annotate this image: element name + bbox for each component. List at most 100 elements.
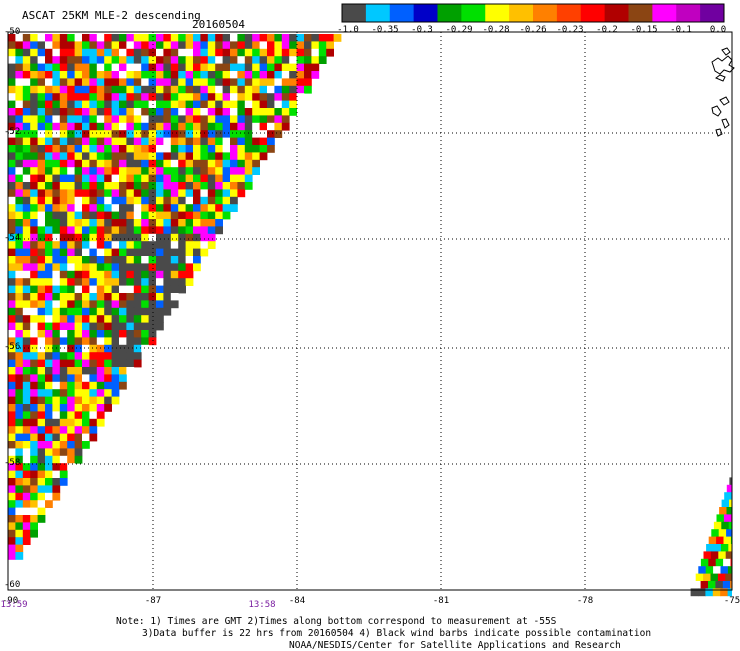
swath-cell xyxy=(230,197,238,205)
swath-cell xyxy=(186,41,194,49)
swath-cell xyxy=(171,286,179,294)
swath-cell xyxy=(23,241,31,249)
swath-cell xyxy=(82,434,90,442)
swath-cell xyxy=(126,56,134,64)
swath-cell xyxy=(282,108,290,116)
swath-cell xyxy=(141,330,149,338)
swath-cell xyxy=(45,389,53,397)
swath-cell xyxy=(311,71,319,79)
swath-cell xyxy=(134,315,142,323)
swath-cell xyxy=(82,64,90,72)
swath-cell xyxy=(223,86,231,94)
swath-cell xyxy=(75,286,83,294)
swath-cell xyxy=(112,145,120,153)
swath-cell xyxy=(15,152,23,160)
swath-cell xyxy=(82,323,90,331)
swath-cell xyxy=(282,101,290,109)
swath-cell xyxy=(289,56,297,64)
swath-cell xyxy=(38,456,46,464)
swath-cell xyxy=(156,263,164,271)
swath-cell xyxy=(163,64,171,72)
swath-cell xyxy=(38,101,46,109)
swath-cell xyxy=(112,167,120,175)
swath-cell xyxy=(119,256,127,264)
swath-cell xyxy=(38,145,46,153)
swath-cell xyxy=(193,41,201,49)
swath-cell xyxy=(725,574,732,582)
swath-cell xyxy=(82,330,90,338)
swath-cell xyxy=(230,101,238,109)
swath-cell xyxy=(311,64,319,72)
swath-cell xyxy=(45,367,53,375)
swath-cell xyxy=(23,300,31,308)
swath-cell xyxy=(8,315,16,323)
swath-cell xyxy=(208,78,216,86)
swath-cell xyxy=(178,219,186,227)
swath-cell xyxy=(163,219,171,227)
swath-cell xyxy=(89,374,97,382)
swath-cell xyxy=(193,212,201,220)
swath-cell xyxy=(52,56,60,64)
swath-cell xyxy=(45,204,53,212)
swath-cell xyxy=(45,49,53,57)
swath-cell xyxy=(178,49,186,57)
swath-cell xyxy=(15,278,23,286)
swath-cell xyxy=(215,41,223,49)
swath-cell xyxy=(126,212,134,220)
swath-cell xyxy=(38,212,46,220)
swath-cell xyxy=(75,56,83,64)
swath-cell xyxy=(134,241,142,249)
swath-cell xyxy=(52,271,60,279)
swath-cell xyxy=(141,219,149,227)
swath-cell xyxy=(67,271,75,279)
swath-cell xyxy=(60,367,68,375)
swath-cell xyxy=(274,130,282,138)
swath-cell xyxy=(141,71,149,79)
swath-cell xyxy=(156,49,164,57)
swath-cell xyxy=(237,123,245,131)
swath-cell xyxy=(38,130,46,138)
swath-cell xyxy=(326,41,334,49)
swath-cell xyxy=(82,175,90,183)
swath-cell xyxy=(45,500,53,508)
swath-cell xyxy=(215,115,223,123)
swath-cell xyxy=(82,167,90,175)
swath-cell xyxy=(237,167,245,175)
swath-cell xyxy=(38,493,46,501)
swath-cell xyxy=(178,108,186,116)
swath-cell xyxy=(45,382,53,390)
swath-cell xyxy=(15,175,23,183)
swath-cell xyxy=(8,323,16,331)
swath-cell xyxy=(15,271,23,279)
swath-cell xyxy=(52,160,60,168)
swath-cell xyxy=(60,41,68,49)
swath-cell xyxy=(97,241,105,249)
swath-cell xyxy=(701,581,709,589)
swath-cell xyxy=(237,160,245,168)
swath-cell xyxy=(104,374,112,382)
swath-cell xyxy=(23,49,31,57)
swath-cell xyxy=(215,189,223,197)
swath-cell xyxy=(230,56,238,64)
swath-cell xyxy=(245,78,253,86)
swath-cell xyxy=(75,115,83,123)
swath-cell xyxy=(208,108,216,116)
swath-cell xyxy=(45,64,53,72)
swath-cell xyxy=(45,212,53,220)
swath-cell xyxy=(223,78,231,86)
swath-cell xyxy=(67,78,75,86)
swath-cell xyxy=(141,152,149,160)
swath-cell xyxy=(89,212,97,220)
swath-cell xyxy=(38,404,46,412)
swath-cell xyxy=(52,456,60,464)
swath-cell xyxy=(52,108,60,116)
swath-cell xyxy=(252,86,260,94)
swath-cell xyxy=(97,278,105,286)
swath-cell xyxy=(23,145,31,153)
swath-cell xyxy=(82,101,90,109)
swath-cell xyxy=(112,330,120,338)
swath-cell xyxy=(30,234,38,242)
swath-cell xyxy=(260,145,268,153)
swath-cell xyxy=(89,49,97,57)
swath-cell xyxy=(134,101,142,109)
